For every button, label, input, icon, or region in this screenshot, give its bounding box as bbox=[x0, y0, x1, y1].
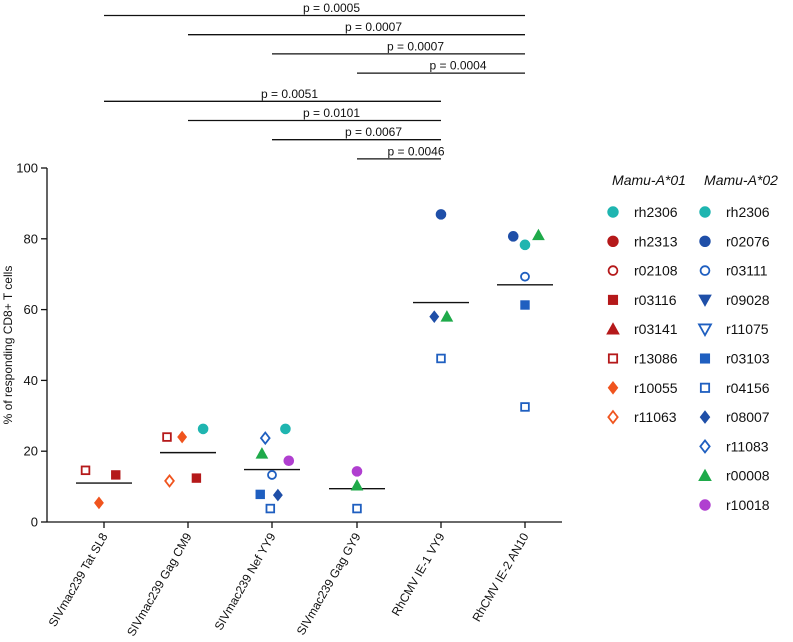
data-point bbox=[255, 447, 269, 459]
legend-label: rh2313 bbox=[634, 233, 678, 249]
y-tick-label: 100 bbox=[16, 161, 38, 176]
data-point bbox=[429, 310, 440, 324]
data-point bbox=[267, 470, 277, 480]
y-tick-label: 40 bbox=[24, 373, 38, 388]
p-value-label: p = 0.0004 bbox=[429, 59, 486, 73]
legend-label: r13086 bbox=[634, 351, 678, 367]
data-point bbox=[283, 455, 295, 467]
legend-group-title: Mamu-A*02 bbox=[704, 172, 778, 188]
data-point bbox=[164, 473, 175, 488]
y-tick-label: 60 bbox=[24, 302, 38, 317]
legend-label: r11063 bbox=[634, 409, 677, 425]
legend-label: rh2306 bbox=[634, 204, 678, 220]
y-ticks: 0 20 40 60 80 100 bbox=[16, 161, 47, 530]
data-point bbox=[80, 465, 91, 476]
legend-label: r00008 bbox=[726, 468, 770, 484]
legend-marker bbox=[607, 265, 619, 276]
data-point bbox=[259, 431, 271, 446]
legend-marker bbox=[699, 235, 711, 248]
legend-marker bbox=[607, 294, 619, 305]
legend-label: r03116 bbox=[634, 292, 677, 308]
data-point bbox=[352, 503, 362, 514]
legend-marker bbox=[607, 206, 619, 218]
data-point bbox=[162, 432, 172, 442]
data-point bbox=[350, 478, 364, 491]
legend-marker bbox=[698, 294, 712, 307]
comparison-brackets: p = 0.0005 p = 0.0007 p = 0.0007 p = 0.0004… bbox=[104, 1, 525, 160]
legend-label: r11083 bbox=[726, 438, 769, 454]
p-value-label: p = 0.0046 bbox=[387, 144, 444, 158]
legend-marker bbox=[606, 322, 620, 335]
data-point bbox=[111, 470, 121, 480]
data-point bbox=[191, 473, 202, 483]
legend-marker bbox=[699, 265, 711, 276]
x-category-label: SIVmac239 Gag GY9 bbox=[294, 530, 364, 637]
data-point bbox=[280, 423, 291, 435]
legend: Mamu-A*01 rh2306 rh2313 r02108 r03116 r03141 r… bbox=[606, 172, 778, 513]
legend-label: r08007 bbox=[726, 409, 770, 425]
data-point bbox=[177, 430, 188, 444]
y-tick-label: 20 bbox=[24, 444, 38, 459]
legend-marker bbox=[607, 353, 619, 364]
legend-marker bbox=[699, 353, 711, 364]
data-point bbox=[94, 496, 104, 510]
data-point bbox=[440, 310, 454, 322]
data-points bbox=[80, 209, 545, 514]
x-category-labels: SIVmac239 Tat SL8 SIVmac239 Gag CM9 SIVmac… bbox=[46, 522, 532, 639]
data-point bbox=[255, 489, 265, 500]
legend-group-title: Mamu-A*01 bbox=[612, 172, 686, 188]
legend-marker bbox=[699, 206, 711, 218]
data-point bbox=[435, 209, 447, 220]
legend-label: r03141 bbox=[634, 321, 678, 337]
legend-label: r02108 bbox=[634, 263, 678, 279]
legend-label: r04156 bbox=[726, 380, 770, 396]
data-point bbox=[436, 353, 446, 364]
legend-marker bbox=[699, 438, 711, 454]
legend-marker bbox=[699, 499, 711, 511]
legend-label: r10018 bbox=[726, 497, 770, 513]
data-point bbox=[265, 503, 276, 514]
data-point bbox=[507, 231, 519, 242]
p-value-label: p = 0.0051 bbox=[261, 87, 318, 101]
legend-marker bbox=[697, 323, 713, 338]
legend-label: r09028 bbox=[726, 292, 770, 308]
legend-label: r03103 bbox=[726, 351, 770, 367]
x-category-label: SIVmac239 Tat SL8 bbox=[46, 530, 111, 629]
legend-marker bbox=[699, 382, 711, 393]
data-point bbox=[520, 402, 530, 412]
y-tick-label: 80 bbox=[24, 231, 38, 246]
data-point bbox=[520, 271, 530, 282]
legend-label: r10055 bbox=[634, 380, 678, 396]
x-category-label: SIVmac239 Nef YY9 bbox=[212, 530, 279, 632]
p-value-label: p = 0.0067 bbox=[345, 125, 402, 139]
x-category-label: RhCMV IE-1 VY9 bbox=[389, 530, 448, 618]
legend-label: r11075 bbox=[726, 321, 769, 337]
data-point bbox=[351, 466, 363, 477]
p-value-label: p = 0.0007 bbox=[387, 39, 444, 53]
data-point bbox=[520, 300, 530, 310]
x-category-label: SIVmac239 Gag CM9 bbox=[124, 530, 195, 638]
data-point bbox=[532, 228, 545, 241]
data-point bbox=[519, 239, 531, 251]
legend-marker bbox=[699, 410, 711, 424]
y-axis-label: % of responding CD8+ T cells bbox=[1, 266, 15, 425]
data-point bbox=[197, 423, 209, 435]
y-tick-label: 0 bbox=[31, 515, 38, 530]
legend-marker bbox=[698, 468, 712, 481]
mean-lines bbox=[76, 284, 553, 490]
p-value-label: p = 0.0005 bbox=[303, 1, 360, 15]
legend-label: r02076 bbox=[726, 233, 770, 249]
p-value-label: p = 0.0101 bbox=[303, 106, 360, 120]
legend-label: r03111 bbox=[726, 263, 768, 279]
legend-label: rh2306 bbox=[726, 204, 770, 220]
legend-marker bbox=[607, 409, 619, 425]
legend-marker bbox=[607, 235, 619, 248]
x-category-label: RhCMV IE-2 AN10 bbox=[469, 530, 531, 624]
legend-marker bbox=[607, 381, 619, 395]
p-value-label: p = 0.0007 bbox=[345, 20, 402, 34]
axes: % of responding CD8+ T cells bbox=[1, 168, 562, 523]
data-point bbox=[272, 488, 283, 502]
